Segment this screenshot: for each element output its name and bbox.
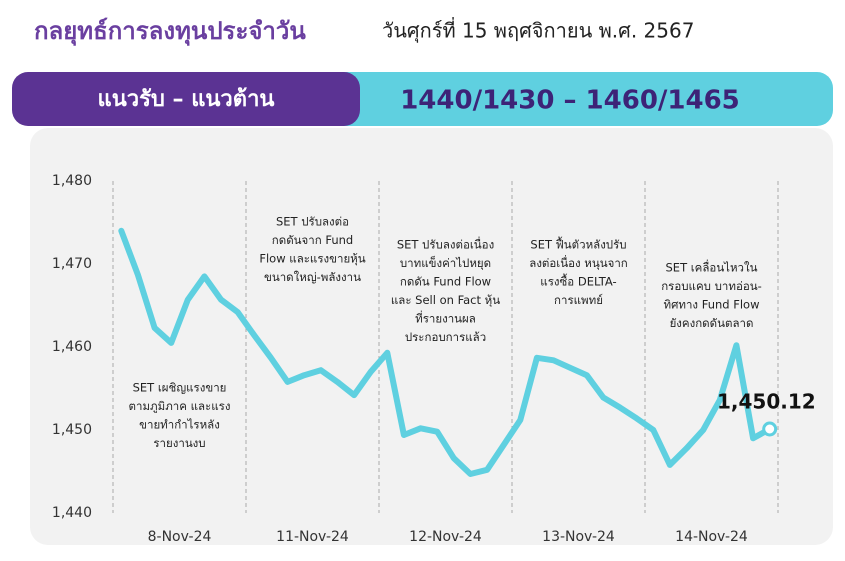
y-tick-label: 1,480 — [52, 173, 92, 189]
y-tick-label: 1,460 — [52, 339, 92, 355]
annotation: SET เคลื่อนไหวใน — [666, 260, 758, 275]
annotation: และ Sell on Fact หุ้น — [391, 293, 500, 307]
annotation: Flow และแรงขายหุ้น — [259, 252, 365, 266]
banner-left — [12, 72, 360, 126]
chart-panel — [30, 128, 833, 545]
value-label: 1,450.12 — [717, 390, 816, 414]
y-tick-label: 1,450 — [52, 422, 92, 438]
banner-right — [300, 72, 833, 126]
annotation: ลงต่อเนื่อง หนุนจาก — [529, 255, 628, 270]
end-point — [762, 421, 778, 437]
annotation: ขายทำกำไรหลัง — [139, 418, 220, 432]
x-tick-label: 8-Nov-24 — [148, 529, 212, 545]
date: วันศุกร์ที่ 15 พฤศจิกายน พ.ศ. 2567 — [382, 17, 694, 44]
annotation: ที่รายงานผล — [415, 311, 476, 326]
annotation: ทิศทาง Fund Flow — [664, 298, 760, 312]
x-tick-label: 13-Nov-24 — [542, 529, 615, 545]
y-tick-label: 1,440 — [52, 505, 92, 521]
banner-label: แนวรับ – แนวต้าน — [98, 87, 275, 112]
annotation: ยังคงกดดันตลาด — [670, 316, 754, 330]
annotation: บาทแข็งค่าไปหยุด — [400, 255, 491, 270]
price-line — [118, 227, 773, 477]
annotation: SET ปรับลงต่อเนื่อง — [397, 237, 494, 252]
y-tick-label: 1,470 — [52, 256, 92, 272]
annotation: SET เผชิญแรงขาย — [133, 381, 227, 395]
annotation: รายงานงบ — [153, 436, 205, 450]
annotation: ตามภูมิภาค และแรง — [129, 399, 231, 413]
annotation: ขนาดใหญ่-พลังงาน — [264, 270, 361, 284]
x-tick-label: 11-Nov-24 — [276, 529, 349, 545]
annotation: แรงซื้อ DELTA- — [540, 274, 616, 289]
annotation: กดดันจาก Fund — [272, 233, 353, 247]
annotation: กดดัน Fund Flow — [400, 275, 491, 289]
x-tick-label: 12-Nov-24 — [409, 529, 482, 545]
title: กลยุทธ์การลงทุนประจำวัน — [34, 17, 306, 47]
banner-levels: 1440/1430 – 1460/1465 — [400, 86, 740, 116]
annotation: SET ฟื้นตัวหลังปรับ — [530, 237, 626, 252]
annotation: ประกอบการแล้ว — [405, 330, 486, 344]
x-tick-label: 14-Nov-24 — [675, 529, 748, 545]
annotation: กรอบแคบ บาทอ่อน- — [661, 279, 762, 293]
annotation: การแพทย์ — [554, 293, 603, 307]
annotation: SET ปรับลงต่อ — [276, 215, 349, 229]
